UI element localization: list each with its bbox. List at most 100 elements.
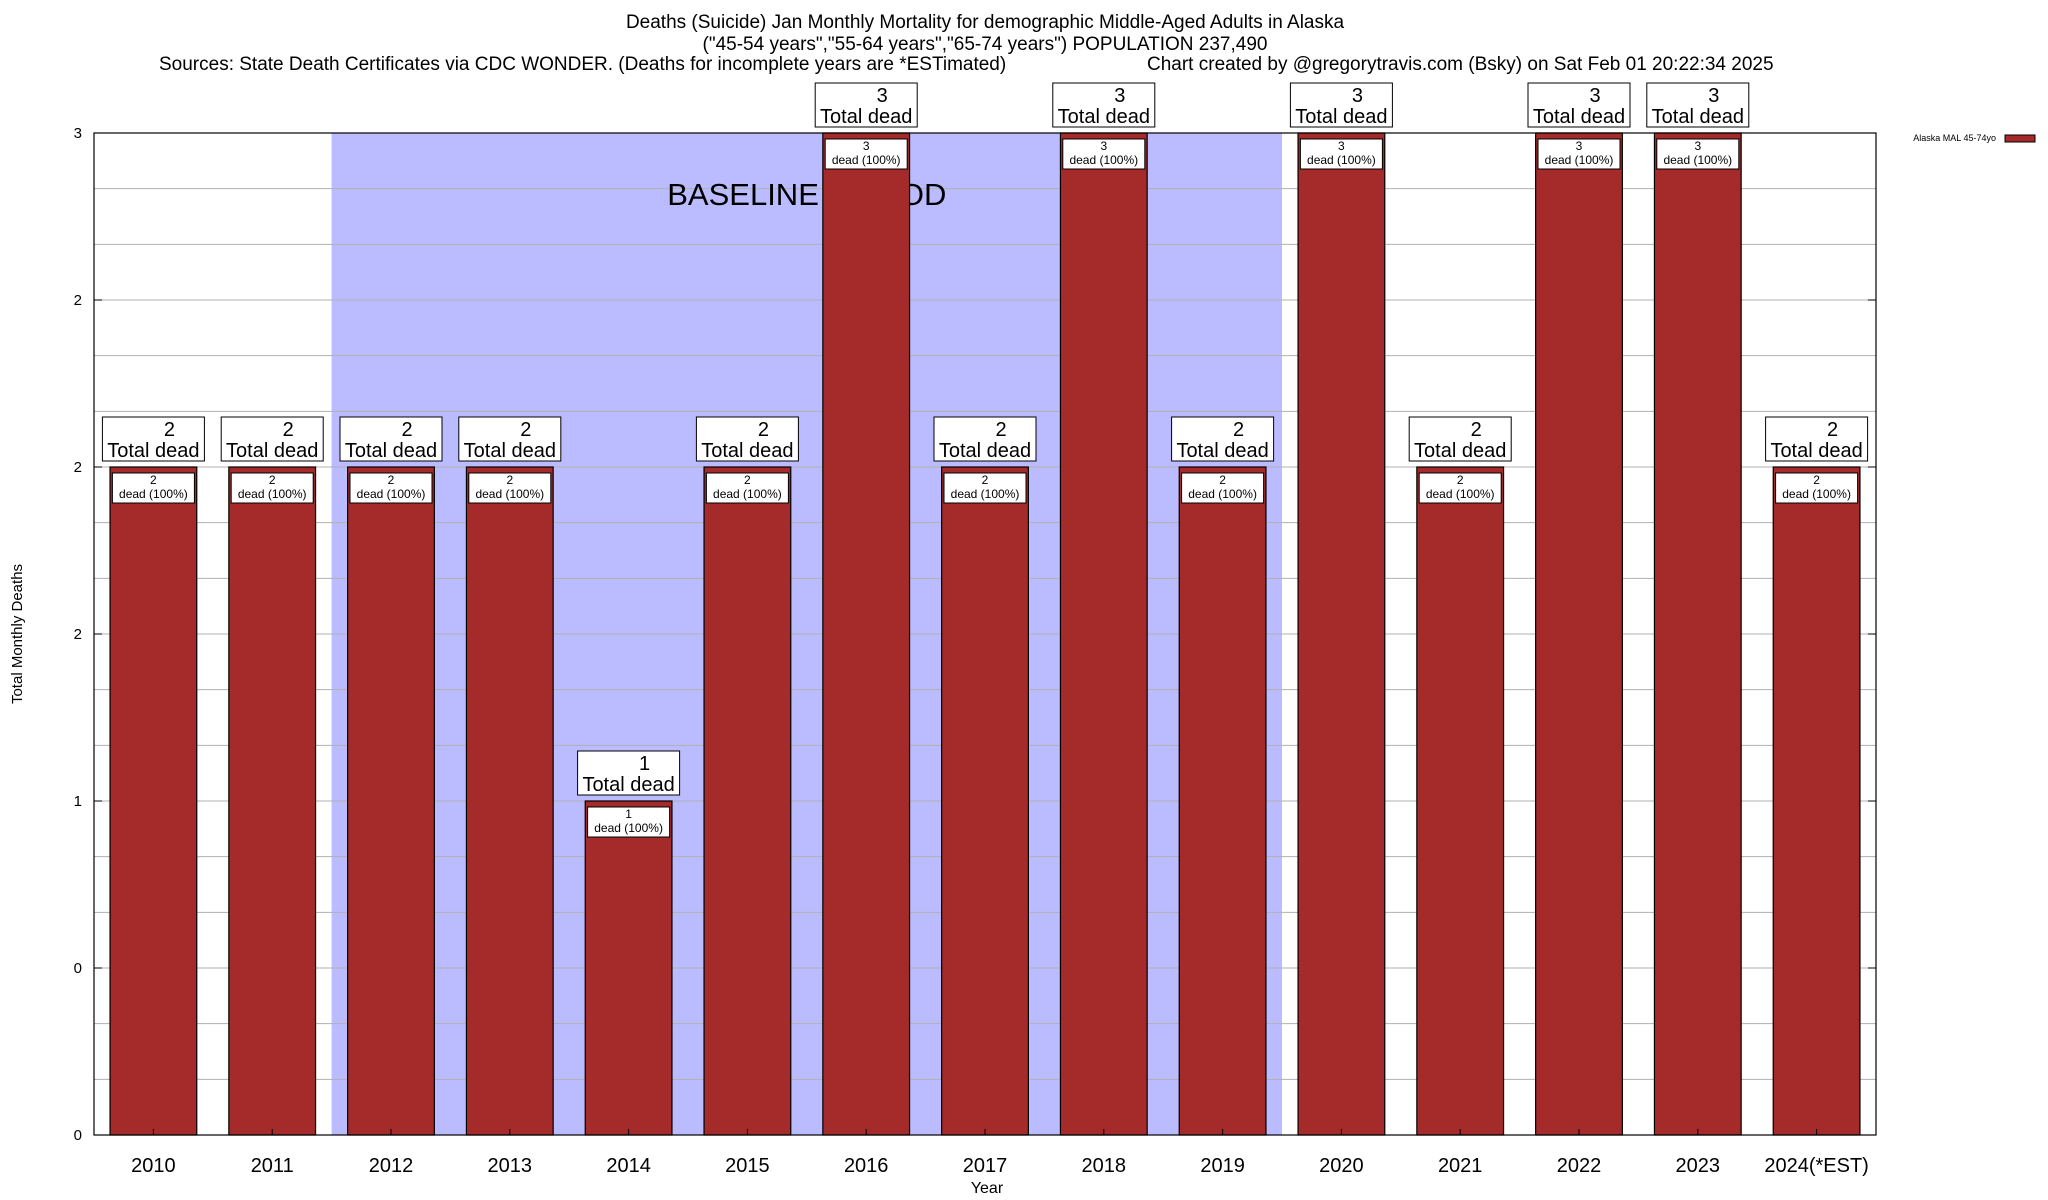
bar-inner-label: dead (100%) <box>1782 487 1851 501</box>
bar <box>1059 132 1148 1136</box>
bar <box>703 466 792 1136</box>
bar-inner-label: dead (100%) <box>832 153 901 167</box>
bar-inner-value: 2 <box>506 473 513 487</box>
bar-inner-label: dead (100%) <box>475 487 544 501</box>
bar-inner-label: dead (100%) <box>238 487 307 501</box>
x-tick-label: 2023 <box>1676 1155 1721 1177</box>
bar-top-value: 2 <box>520 419 531 441</box>
bar-top-value: 2 <box>758 419 769 441</box>
bar-inner-value: 3 <box>1100 139 1107 153</box>
bar <box>1178 466 1267 1136</box>
x-tick-label: 2022 <box>1557 1155 1602 1177</box>
bar-top-value: 2 <box>995 419 1006 441</box>
bar-top-label: Total dead <box>820 106 912 128</box>
bar-top-label: Total dead <box>1176 440 1268 462</box>
y-axis-label: Total Monthly Deaths <box>9 564 26 704</box>
bar-top-label: Total dead <box>1414 440 1506 462</box>
bar-inner-value: 3 <box>1576 139 1583 153</box>
bar <box>228 466 317 1136</box>
bar-inner-label-box <box>587 806 671 838</box>
y-tick-label: 0 <box>74 1127 82 1144</box>
x-tick-label: 2018 <box>1082 1155 1127 1177</box>
bar <box>584 800 673 1136</box>
bar-inner-label-box <box>705 472 789 504</box>
bar-inner-label-box <box>1775 472 1859 504</box>
bar <box>941 466 1029 1136</box>
bar-top-value: 2 <box>1471 419 1482 441</box>
bar-top-label-box <box>458 416 562 462</box>
bar-inner-value: 2 <box>1457 473 1464 487</box>
bar-top-label: Total dead <box>939 440 1031 462</box>
bar-top-value: 3 <box>1708 85 1719 107</box>
bar-top-label-box <box>1408 416 1512 462</box>
x-tick-label: 2020 <box>1319 1155 1364 1177</box>
x-tick-label: 2017 <box>963 1155 1008 1177</box>
bar-inner-label: dead (100%) <box>1069 153 1138 167</box>
bar-top-label-box <box>577 750 681 796</box>
bar-top-label: Total dead <box>1533 106 1625 128</box>
bar-top-label-box <box>1289 82 1393 128</box>
bar-inner-value: 2 <box>388 473 395 487</box>
bar-inner-label-box <box>1537 138 1621 170</box>
bar-inner-label: dead (100%) <box>594 821 663 835</box>
x-tick-label: 2016 <box>844 1155 889 1177</box>
bar-inner-label-box <box>1656 138 1740 170</box>
bar-inner-label-box <box>1418 472 1502 504</box>
bar-inner-value: 3 <box>1694 139 1701 153</box>
bar-top-label-box <box>1171 416 1275 462</box>
bar-top-value: 1 <box>639 753 650 775</box>
bar-inner-value: 2 <box>269 473 276 487</box>
bar-inner-label-box <box>1181 472 1265 504</box>
bar-top-value: 3 <box>877 85 888 107</box>
x-axis-label: Year <box>971 1180 1004 1197</box>
bar-top-value: 3 <box>1352 85 1363 107</box>
bar-top-value: 3 <box>1589 85 1600 107</box>
bar-top-label: Total dead <box>701 440 793 462</box>
bar-inner-value: 2 <box>1219 473 1226 487</box>
y-tick-label: 2 <box>74 626 82 643</box>
chart-source-row: Sources: State Death Certificates via CD… <box>0 54 2048 76</box>
legend-swatch <box>2004 134 2036 143</box>
bar-inner-label: dead (100%) <box>713 487 782 501</box>
bar-inner-value: 2 <box>744 473 751 487</box>
bar-top-label: Total dead <box>107 440 199 462</box>
bar-top-label: Total dead <box>1058 106 1150 128</box>
bar <box>1772 466 1861 1136</box>
y-tick-label: 2 <box>74 292 82 309</box>
bar-inner-label: dead (100%) <box>1426 487 1495 501</box>
y-tick-label: 1 <box>74 793 82 810</box>
chart-subtitle: ("45-54 years","55-64 years","65-74 year… <box>702 34 1268 55</box>
bar <box>822 132 911 1136</box>
x-tick-label: 2024(*EST) <box>1764 1155 1869 1177</box>
bar-top-label: Total dead <box>345 440 437 462</box>
x-tick-label: 2019 <box>1200 1155 1245 1177</box>
bar-inner-label: dead (100%) <box>1545 153 1614 167</box>
bar-top-label-box <box>220 416 324 462</box>
legend-label: Alaska MAL 45-74yo <box>1913 133 1996 143</box>
bar-inner-label-box <box>1299 138 1383 170</box>
bar-top-label-box <box>1765 416 1869 462</box>
bar-inner-value: 1 <box>625 807 632 821</box>
bar-inner-label-box <box>943 472 1027 504</box>
bar-inner-value: 2 <box>982 473 989 487</box>
bar-inner-label-box <box>468 472 552 504</box>
bar <box>465 466 554 1136</box>
bar-top-label-box <box>1646 82 1750 128</box>
bar-top-label-box <box>1527 82 1631 128</box>
bar-top-label-box <box>101 416 205 462</box>
bar-top-label-box <box>814 82 918 128</box>
x-tick-label: 2015 <box>725 1155 770 1177</box>
bar-top-label: Total dead <box>226 440 318 462</box>
bar <box>1653 132 1742 1136</box>
bar-inner-label-box <box>1062 138 1146 170</box>
bar-top-label: Total dead <box>464 440 556 462</box>
x-tick-label: 2012 <box>369 1155 414 1177</box>
chart-title-block: Deaths (Suicide) Jan Monthly Mortality f… <box>0 12 1970 56</box>
chart-title: Deaths (Suicide) Jan Monthly Mortality f… <box>625 12 1345 33</box>
chart-sources: Sources: State Death Certificates via CD… <box>159 54 1007 75</box>
bar-inner-label: dead (100%) <box>1663 153 1732 167</box>
bar-inner-value: 2 <box>1813 473 1820 487</box>
x-tick-label: 2013 <box>488 1155 533 1177</box>
bar-inner-label: dead (100%) <box>357 487 426 501</box>
